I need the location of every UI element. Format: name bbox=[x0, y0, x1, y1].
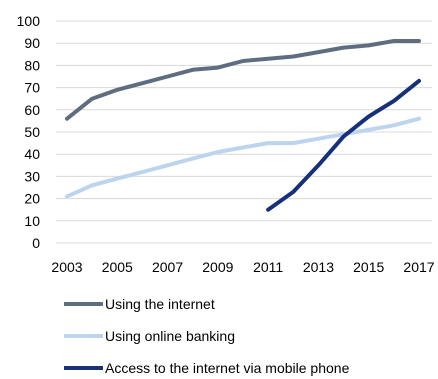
legend-label: Using the internet bbox=[105, 296, 215, 312]
x-tick-label: 2003 bbox=[51, 259, 82, 275]
legend-item: Using online banking bbox=[64, 328, 235, 344]
legend-item: Access to the internet via mobile phone bbox=[64, 360, 350, 376]
series-lines bbox=[65, 39, 421, 212]
series-line-1 bbox=[65, 39, 421, 121]
y-tick-label: 10 bbox=[24, 213, 40, 229]
y-tick-label: 0 bbox=[32, 235, 40, 251]
x-tick-label: 2013 bbox=[303, 259, 334, 275]
x-tick-label: 2007 bbox=[152, 259, 183, 275]
series-line-3 bbox=[266, 78, 421, 212]
x-axis-tick-labels: 2003 2005 2007 2009 2011 2013 2015 2017 bbox=[51, 259, 434, 275]
legend-label: Access to the internet via mobile phone bbox=[105, 360, 350, 376]
x-tick-label: 2005 bbox=[102, 259, 133, 275]
series-line-2 bbox=[65, 116, 421, 199]
y-tick-label: 50 bbox=[24, 124, 40, 140]
y-tick-label: 60 bbox=[24, 102, 40, 118]
x-tick-label: 2015 bbox=[353, 259, 384, 275]
y-tick-label: 20 bbox=[24, 191, 40, 207]
x-tick-label: 2017 bbox=[403, 259, 434, 275]
legend-item: Using the internet bbox=[64, 296, 215, 312]
y-tick-label: 90 bbox=[24, 35, 40, 51]
y-tick-label: 100 bbox=[17, 13, 41, 29]
y-tick-label: 40 bbox=[24, 146, 40, 162]
y-axis-tick-labels: 0 10 20 30 40 50 60 70 80 90 100 bbox=[17, 13, 41, 251]
gridlines bbox=[56, 20, 432, 222]
y-tick-label: 70 bbox=[24, 80, 40, 96]
x-tick-label: 2011 bbox=[253, 259, 283, 275]
legend: Using the internet Using online banking Ac… bbox=[64, 296, 350, 376]
y-tick-label: 30 bbox=[24, 168, 40, 184]
y-tick-label: 80 bbox=[24, 57, 40, 73]
x-tick-label: 2009 bbox=[202, 259, 233, 275]
legend-label: Using online banking bbox=[105, 328, 235, 344]
